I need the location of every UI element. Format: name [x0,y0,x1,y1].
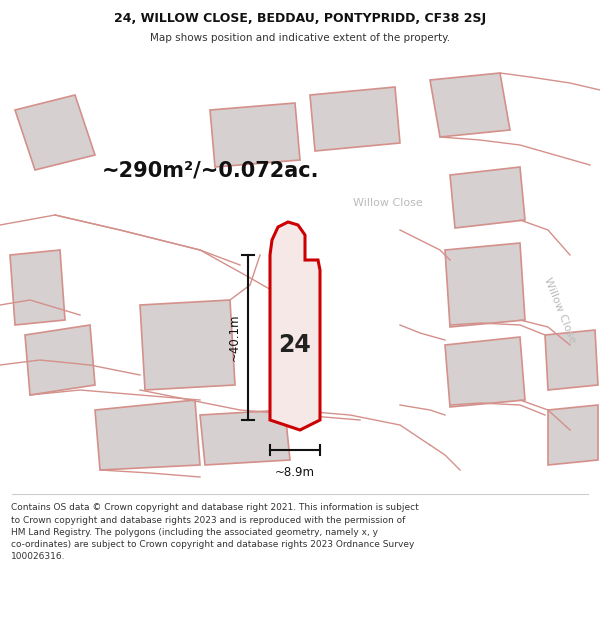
Text: ~40.1m: ~40.1m [227,314,241,361]
Polygon shape [95,400,200,470]
Polygon shape [10,250,65,325]
Polygon shape [445,337,525,407]
Polygon shape [545,330,598,390]
Polygon shape [140,300,235,390]
Polygon shape [548,405,598,465]
Polygon shape [430,73,510,137]
Polygon shape [335,182,425,238]
Polygon shape [210,103,300,167]
Polygon shape [270,222,320,430]
Text: Map shows position and indicative extent of the property.: Map shows position and indicative extent… [150,33,450,43]
Text: ~8.9m: ~8.9m [275,466,315,479]
Polygon shape [450,167,525,228]
Text: Willow Close: Willow Close [542,276,578,344]
Text: ~290m²/~0.072ac.: ~290m²/~0.072ac. [101,160,319,180]
Text: 24: 24 [278,333,311,357]
Polygon shape [15,95,95,170]
Polygon shape [200,410,290,465]
Polygon shape [445,243,525,327]
Polygon shape [25,325,95,395]
Text: Willow Close: Willow Close [353,198,423,208]
Text: Contains OS data © Crown copyright and database right 2021. This information is : Contains OS data © Crown copyright and d… [11,504,419,561]
Polygon shape [310,87,400,151]
Text: 24, WILLOW CLOSE, BEDDAU, PONTYPRIDD, CF38 2SJ: 24, WILLOW CLOSE, BEDDAU, PONTYPRIDD, CF… [114,12,486,25]
